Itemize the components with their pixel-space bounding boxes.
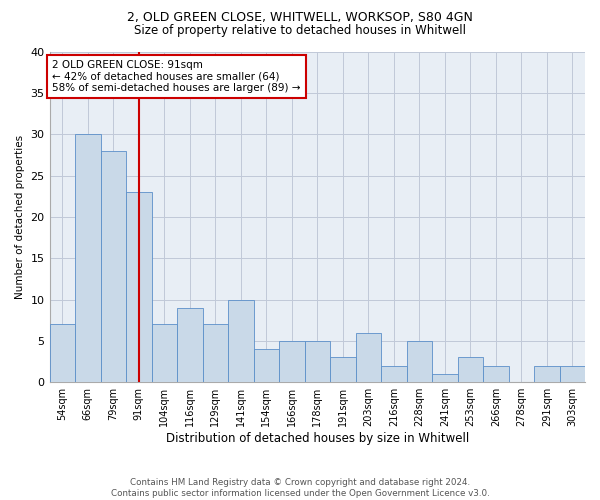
Bar xyxy=(101,150,126,382)
Bar xyxy=(126,192,152,382)
Bar xyxy=(381,366,407,382)
Bar xyxy=(152,324,177,382)
Bar xyxy=(177,308,203,382)
Title: 2, OLD GREEN CLOSE, WHITWELL, WORKSOP, S80 4GN
Size of property relative to deta: 2, OLD GREEN CLOSE, WHITWELL, WORKSOP, S… xyxy=(0,499,1,500)
Bar xyxy=(356,332,381,382)
Bar xyxy=(534,366,560,382)
Y-axis label: Number of detached properties: Number of detached properties xyxy=(15,135,25,299)
Bar xyxy=(75,134,101,382)
Bar xyxy=(407,341,432,382)
Bar xyxy=(305,341,330,382)
Bar xyxy=(279,341,305,382)
X-axis label: Distribution of detached houses by size in Whitwell: Distribution of detached houses by size … xyxy=(166,432,469,445)
Bar xyxy=(254,349,279,382)
Text: 2, OLD GREEN CLOSE, WHITWELL, WORKSOP, S80 4GN: 2, OLD GREEN CLOSE, WHITWELL, WORKSOP, S… xyxy=(127,11,473,24)
Bar xyxy=(483,366,509,382)
Bar xyxy=(50,324,75,382)
Bar xyxy=(560,366,585,382)
Text: Contains HM Land Registry data © Crown copyright and database right 2024.
Contai: Contains HM Land Registry data © Crown c… xyxy=(110,478,490,498)
Text: 2 OLD GREEN CLOSE: 91sqm
← 42% of detached houses are smaller (64)
58% of semi-d: 2 OLD GREEN CLOSE: 91sqm ← 42% of detach… xyxy=(52,60,301,93)
Text: Size of property relative to detached houses in Whitwell: Size of property relative to detached ho… xyxy=(134,24,466,37)
Bar xyxy=(203,324,228,382)
Bar xyxy=(458,358,483,382)
Bar xyxy=(228,300,254,382)
Bar xyxy=(330,358,356,382)
Bar xyxy=(432,374,458,382)
